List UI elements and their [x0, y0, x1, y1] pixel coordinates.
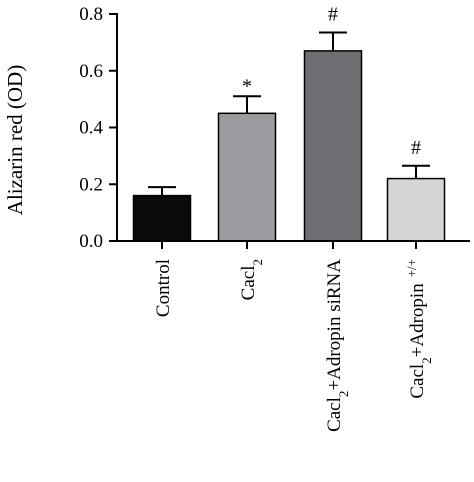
y-axis-label: Alizarin red (OD) [3, 65, 27, 215]
x-tick-label-2: Cacl2 [238, 259, 265, 300]
x-tick-label-3: Cacl2+Adropin siRNA [324, 259, 351, 432]
label-text-rest: +Adropin [407, 283, 428, 358]
y-axis-ticks: 0.0 0.2 0.4 0.6 0.8 [79, 4, 117, 252]
error-bars [148, 31, 430, 196]
significance-marker-4: # [411, 137, 421, 159]
error-bar-2 [233, 95, 261, 114]
bar-2 [217, 112, 277, 242]
x-tick-label-4: Cacl2+Adropin +/+ [404, 259, 434, 399]
label-text-rest: +Adropin siRNA [324, 259, 345, 391]
label-superscript: +/+ [404, 259, 419, 277]
label-text: Cacl [324, 397, 345, 432]
significance-marker-3: # [328, 3, 338, 25]
x-tick-label-1: Control [153, 259, 174, 317]
significance-marker-2: * [242, 75, 252, 97]
label-text: Cacl [407, 364, 428, 399]
label-text: Cacl [238, 266, 259, 301]
y-tick-label: 0.4 [79, 118, 103, 139]
error-bar-1 [148, 186, 176, 196]
y-tick-label: 0.2 [79, 174, 103, 195]
label-subscript: 2 [419, 357, 434, 364]
significance-markers: * # # [242, 3, 421, 158]
bars [132, 50, 446, 242]
bar-1 [132, 194, 192, 242]
y-tick-label: 0.6 [79, 61, 103, 82]
label-subscript: 2 [336, 391, 351, 398]
error-bar-3 [319, 31, 347, 51]
bar-3 [303, 50, 363, 242]
y-tick-label: 0.0 [79, 231, 103, 252]
label-text: Control [153, 259, 174, 317]
bar-4 [386, 177, 446, 242]
y-tick-label: 0.8 [79, 4, 103, 25]
label-subscript: 2 [250, 259, 265, 266]
error-bar-4 [402, 164, 430, 179]
